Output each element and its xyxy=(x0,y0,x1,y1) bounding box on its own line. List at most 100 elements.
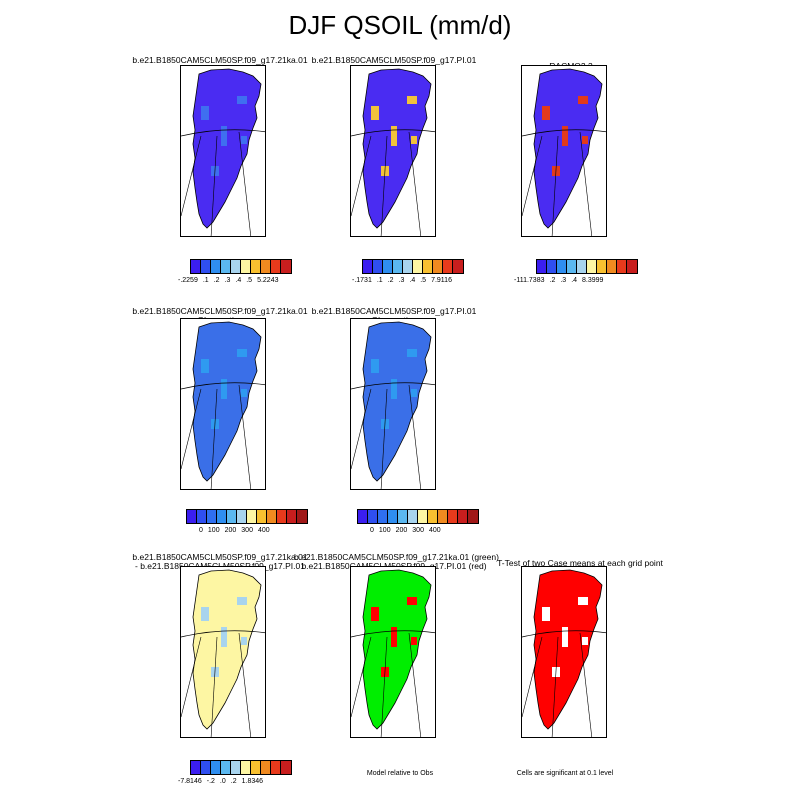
grid-cell xyxy=(407,96,417,104)
colorbar-label: .3 xyxy=(560,277,567,284)
page-title: DJF QSOIL (mm/d) xyxy=(288,10,512,40)
colorbar-swatch xyxy=(211,260,221,273)
colorbar-swatch xyxy=(251,260,261,273)
longitude-line xyxy=(408,632,422,737)
longitude-line xyxy=(181,135,202,217)
longitude-line xyxy=(238,384,252,489)
colorbar-swatch xyxy=(458,510,468,523)
colorbar-label: -.2259 xyxy=(178,277,198,284)
greenland-map xyxy=(181,68,265,236)
grid-cell xyxy=(371,607,379,621)
latitude-line xyxy=(181,382,265,390)
land-fill xyxy=(192,321,262,482)
longitude-line xyxy=(579,131,593,236)
longitude-line xyxy=(210,135,218,236)
colorbar-swatch xyxy=(363,260,373,273)
colorbar-swatch xyxy=(443,260,453,273)
colorbar-swatch xyxy=(281,761,291,774)
colorbar-label: -7.8146 xyxy=(178,778,202,785)
colorbar-6-labels: -7.8146 -.2 .0 .2 1.8346 xyxy=(178,778,268,785)
longitude-line xyxy=(380,636,388,737)
grid-cell xyxy=(411,637,417,645)
colorbar-label: .1 xyxy=(376,277,383,284)
latitude-line xyxy=(522,630,606,638)
colorbar-swatch xyxy=(627,260,637,273)
colorbar-swatch xyxy=(607,260,617,273)
colorbar-label: 5.2243 xyxy=(257,277,279,284)
colorbar-swatch xyxy=(358,510,368,523)
colorbar-swatch xyxy=(277,510,287,523)
colorbar-swatch xyxy=(423,260,433,273)
colorbar-label: .4 xyxy=(409,277,416,284)
colorbar-swatch xyxy=(373,260,383,273)
colorbar-3-labels: -111.7383 .2 .3 .4 8.3999 xyxy=(514,277,608,284)
land-fill xyxy=(362,321,432,482)
colorbar-label: .5 xyxy=(420,277,427,284)
colorbar-swatch xyxy=(221,761,231,774)
colorbar-label: 0 xyxy=(199,527,203,534)
latitude-line xyxy=(522,129,606,137)
colorbar-label: 0 xyxy=(370,527,374,534)
colorbar-label: .0 xyxy=(219,778,226,785)
colorbar-swatch xyxy=(393,260,403,273)
colorbar-label: .2 xyxy=(213,277,220,284)
greenland-map xyxy=(351,68,435,236)
colorbar-label: .2 xyxy=(549,277,556,284)
colorbar-6 xyxy=(190,760,292,775)
colorbar-label: -111.7383 xyxy=(514,277,545,284)
longitude-line xyxy=(522,135,543,217)
panel-3-map xyxy=(521,65,607,237)
colorbar-swatch xyxy=(271,260,281,273)
land-fill xyxy=(533,68,603,229)
colorbar-label: 200 xyxy=(395,527,408,534)
colorbar-swatch xyxy=(287,510,297,523)
longitude-line xyxy=(351,636,372,718)
longitude-line xyxy=(551,135,559,236)
longitude-line xyxy=(408,384,422,489)
colorbar-swatch xyxy=(221,260,231,273)
model-relative-note: Model relative to Obs xyxy=(366,770,434,777)
colorbar-swatch xyxy=(267,510,277,523)
panel-4-map xyxy=(180,318,266,490)
colorbar-4 xyxy=(186,509,308,524)
colorbar-label: 300 xyxy=(241,527,253,534)
colorbar-swatch xyxy=(241,761,251,774)
colorbar-swatch xyxy=(191,260,201,273)
colorbar-5 xyxy=(357,509,479,524)
grid-cell xyxy=(241,389,247,397)
greenland-map xyxy=(351,569,435,737)
colorbar-label: .3 xyxy=(224,277,231,284)
colorbar-2 xyxy=(362,259,464,274)
latitude-line xyxy=(351,382,435,390)
colorbar-label: 100 xyxy=(378,527,391,534)
grid-cell xyxy=(371,106,379,120)
colorbar-label: 8.3999 xyxy=(582,277,604,284)
latitude-line xyxy=(181,129,265,137)
grid-cell xyxy=(562,126,568,146)
colorbar-label: .4 xyxy=(571,277,578,284)
panel-8-map xyxy=(521,566,607,738)
colorbar-label: 7.9116 xyxy=(431,277,452,284)
grid-cell xyxy=(391,379,397,399)
colorbar-2-labels: -.1731 .1 .2 .3 .4 .5 7.9116 xyxy=(352,277,457,284)
colorbar-label: 400 xyxy=(257,527,270,534)
longitude-line xyxy=(238,131,252,236)
colorbar-swatch xyxy=(271,761,281,774)
panel-6-map xyxy=(180,566,266,738)
colorbar-swatch xyxy=(261,260,271,273)
land-fill xyxy=(362,68,432,229)
colorbar-swatch xyxy=(597,260,607,273)
longitude-line xyxy=(181,388,202,470)
colorbar-swatch xyxy=(231,761,241,774)
colorbar-label: -.2 xyxy=(206,778,215,785)
grid-cell xyxy=(241,637,247,645)
colorbar-label: .5 xyxy=(246,277,253,284)
colorbar-swatch xyxy=(197,510,207,523)
colorbar-1-labels: -.2259 .1 .2 .3 .4 .5 5.2243 xyxy=(178,277,284,284)
colorbar-swatch xyxy=(187,510,197,523)
colorbar-swatch xyxy=(368,510,378,523)
latitude-line xyxy=(351,129,435,137)
grid-cell xyxy=(237,349,247,357)
colorbar-swatch xyxy=(241,260,251,273)
colorbar-swatch xyxy=(378,510,388,523)
